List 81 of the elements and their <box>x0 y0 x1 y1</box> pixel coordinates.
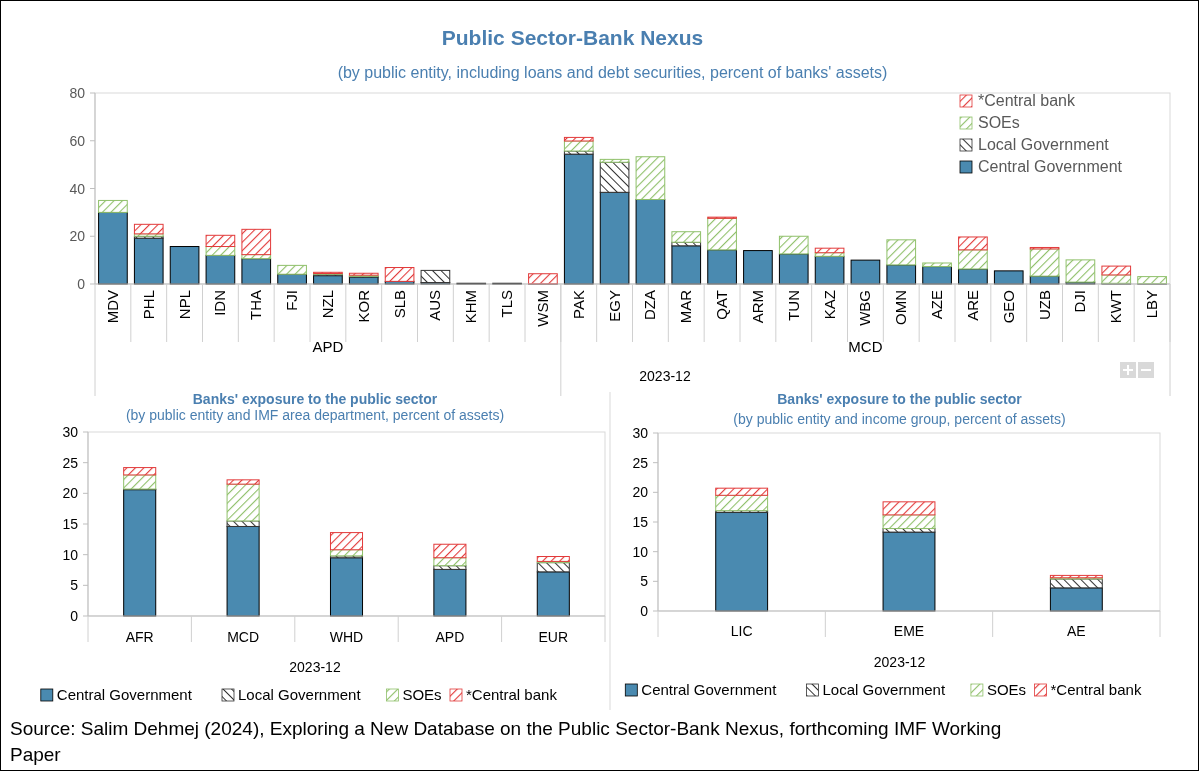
y-tick-label: 15 <box>632 514 649 530</box>
chart-subtitle: (by public entity and income group, percent of assets) <box>733 411 1066 427</box>
y-tick-label: 40 <box>69 180 86 197</box>
x-tick-label: EME <box>893 623 925 639</box>
x-tick-label: SLB <box>390 290 408 319</box>
y-tick-label: 20 <box>62 485 79 502</box>
x-tick-label: THA <box>247 290 265 320</box>
y-tick-label: 20 <box>69 228 86 245</box>
legend-label: *Central bank <box>466 686 558 703</box>
x-tick-label: QAT <box>713 290 731 320</box>
chart-title: Banks' exposure to the public sector <box>192 391 438 407</box>
legend-label: SOEs <box>986 681 1027 698</box>
y-tick-label: 0 <box>70 608 79 624</box>
chart-subtitle: (by public entity and IMF area department, percent of assets) <box>125 407 505 423</box>
legend-label: Central Government <box>641 681 778 698</box>
x-axis-title: 2023-12 <box>289 659 341 675</box>
legend-label: SOEs <box>402 686 442 703</box>
legend-label: Central Government <box>978 158 1123 175</box>
y-tick-label: 5 <box>70 577 79 594</box>
x-tick-label: DJI <box>1071 290 1089 313</box>
x-tick-label: PAK <box>569 290 587 319</box>
x-tick-label: TUN <box>784 290 802 321</box>
legend-label: Central Government <box>56 686 193 703</box>
y-tick-label: 15 <box>62 516 79 532</box>
legend-label: *Central bank <box>1050 681 1142 698</box>
y-tick-label: 10 <box>62 546 79 563</box>
y-tick-label: 30 <box>632 425 649 441</box>
x-tick-label: KHM <box>462 290 480 324</box>
legend-label: Local Government <box>238 686 362 703</box>
x-tick-label: MDV <box>103 290 121 324</box>
chart-title: Banks' exposure to the public sector <box>777 391 1023 407</box>
legend-label: SOEs <box>978 114 1020 131</box>
y-tick-label: 5 <box>640 573 649 590</box>
y-tick-label: 20 <box>632 484 649 501</box>
x-tick-label: MAR <box>677 289 695 324</box>
y-tick-label: 25 <box>632 454 649 471</box>
y-tick-label: 0 <box>640 603 649 619</box>
chart-title: Public Sector-Bank Nexus <box>441 26 704 49</box>
legend-label: Local Government <box>822 681 946 698</box>
x-tick-label: AZE <box>928 290 946 320</box>
x-tick-label: KWT <box>1107 290 1125 324</box>
x-axis-title: 2023-12 <box>873 654 926 670</box>
y-tick-label: 30 <box>62 424 79 440</box>
x-tick-label: GEO <box>999 290 1017 324</box>
x-tick-label: IDN <box>211 290 229 316</box>
legend-label: Local Government <box>978 136 1110 153</box>
x-tick-label: NPL <box>175 290 193 320</box>
chart-subtitle: (by public entity, including loans and debt securities, percent of banks' assets) <box>337 64 888 81</box>
x-tick-label: EUR <box>538 629 569 645</box>
x-tick-label: AFR <box>125 629 154 645</box>
text: APD <box>312 338 344 355</box>
legend-label: *Central bank <box>978 92 1076 109</box>
x-tick-label: AE <box>1066 623 1086 639</box>
x-tick-label: NZL <box>318 290 336 319</box>
x-tick-label: LBY <box>1143 290 1161 319</box>
source-note: Source: Salim Dehmej (2024), Exploring a New Database on the Public Sector-Bank Nexus, forthcoming IMF Working Paper <box>10 718 1002 765</box>
x-tick-label: FJI <box>283 290 301 311</box>
y-tick-label: 25 <box>62 454 79 471</box>
x-axis-title: 2023-12 <box>639 368 691 384</box>
x-tick-label: LIC <box>730 623 753 639</box>
y-tick-label: 10 <box>632 543 649 560</box>
x-tick-label: DZA <box>641 290 659 320</box>
x-tick-label: EGY <box>605 290 623 322</box>
x-tick-label: KAZ <box>820 290 838 320</box>
x-tick-label: WSM <box>533 290 551 327</box>
y-tick-label: 80 <box>69 85 86 101</box>
y-tick-label: 0 <box>77 276 86 292</box>
x-tick-label: WBG <box>856 290 874 326</box>
x-tick-label: PHL <box>139 290 157 320</box>
x-tick-label: AUS <box>426 290 444 321</box>
y-tick-label: 60 <box>69 132 86 149</box>
x-tick-label: TLS <box>498 290 516 318</box>
x-tick-label: WHD <box>329 629 364 645</box>
x-tick-label: APD <box>435 629 465 645</box>
x-tick-label: ARE <box>963 290 981 321</box>
x-tick-label: ARM <box>748 290 766 324</box>
x-tick-label: KOR <box>354 289 372 323</box>
x-tick-label: UZB <box>1035 290 1053 320</box>
text: MCD <box>848 338 883 355</box>
x-tick-label: OMN <box>892 290 910 325</box>
x-tick-label: MCD <box>227 629 260 645</box>
